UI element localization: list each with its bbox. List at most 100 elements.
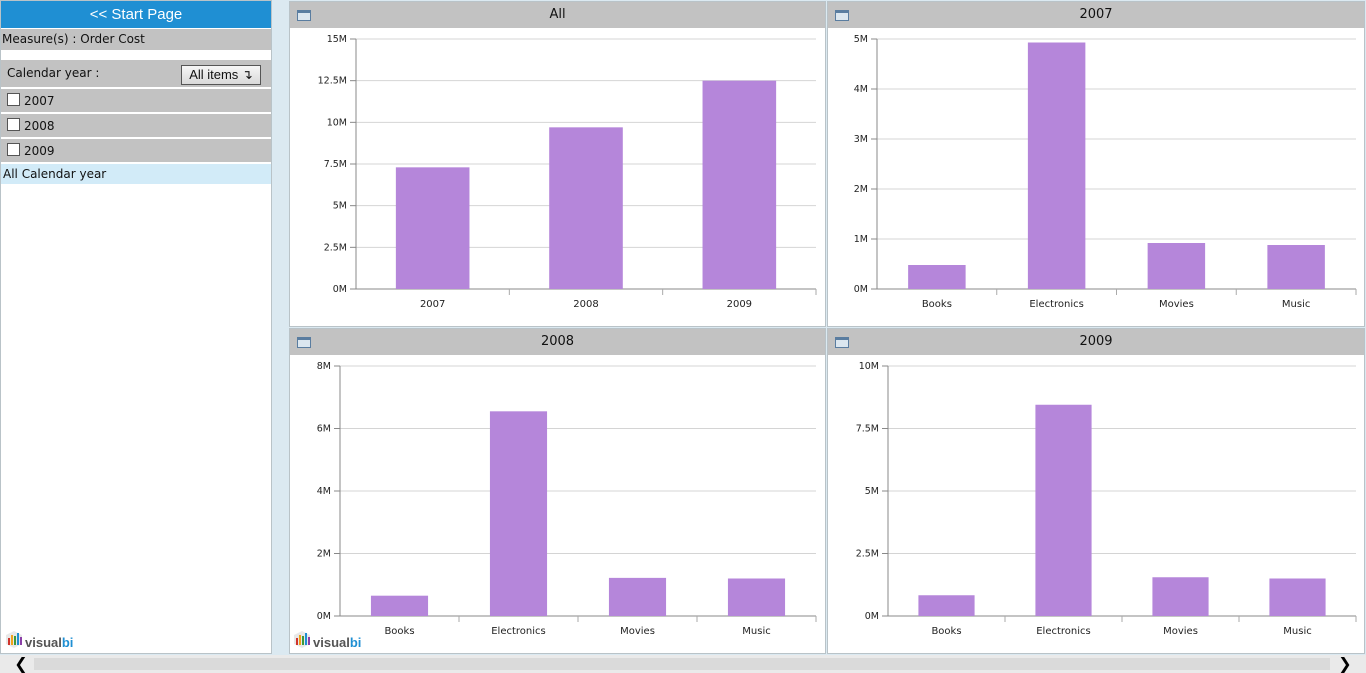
all-items-button[interactable]: All items ↴: [181, 65, 261, 85]
x-tick-label: Movies: [1163, 626, 1198, 637]
bar[interactable]: [1267, 245, 1325, 289]
y-tick-label: 8M: [317, 361, 331, 372]
y-tick-label: 10M: [327, 117, 347, 128]
window-icon[interactable]: [835, 10, 849, 21]
logo-mark-icon: [294, 631, 310, 648]
scroll-thumb[interactable]: [34, 658, 1330, 670]
bar-chart-2007: 0M 1M 2M 3M 4M 5M Books Electronics Movies Music: [854, 34, 1357, 310]
bar[interactable]: [608, 577, 667, 616]
logo-mark-icon: [6, 631, 22, 648]
year-item-2007[interactable]: 2007: [1, 89, 271, 112]
year-checkbox[interactable]: [7, 93, 20, 106]
y-tick-label: 1M: [854, 234, 868, 245]
panel-header: 2007: [828, 2, 1364, 28]
x-tick-label: Books: [922, 299, 952, 310]
chart-panel-2007: 2007 0M 1M 2M 3M 4M 5M Books Electronics Movies M…: [827, 1, 1365, 327]
y-tick-label: 10M: [859, 361, 879, 372]
y-tick-label: 0M: [333, 284, 347, 295]
year-checkbox[interactable]: [7, 143, 20, 156]
year-item-2009[interactable]: 2009: [1, 139, 271, 162]
horizontal-scrollbar[interactable]: ❮ ❯: [0, 655, 1366, 673]
logo-text: visualbi: [25, 635, 74, 650]
year-label: 2008: [24, 119, 55, 133]
y-tick-label: 15M: [327, 34, 347, 45]
spacer: [1, 50, 271, 60]
x-tick-label: 2008: [573, 299, 598, 310]
y-tick-label: 2.5M: [856, 549, 879, 560]
panel-title: 2008: [540, 334, 575, 349]
panel-header: All: [290, 2, 825, 28]
y-tick-label: 0M: [317, 611, 331, 622]
x-tick-label: Books: [931, 626, 961, 637]
window-icon[interactable]: [835, 337, 849, 348]
all-calendar-year-item[interactable]: All Calendar year: [1, 164, 271, 184]
year-label: 2009: [24, 144, 55, 158]
x-tick-label: Music: [742, 626, 770, 637]
bar[interactable]: [918, 595, 975, 616]
x-tick-label: Electronics: [491, 626, 546, 637]
scroll-left-icon[interactable]: ❮: [14, 654, 28, 673]
bar[interactable]: [727, 578, 786, 617]
x-tick-label: Electronics: [1036, 626, 1091, 637]
bar-chart-2008: 0M 2M 4M 6M 8M Books Electronics Movies Music: [317, 361, 817, 637]
y-tick-label: 5M: [333, 201, 347, 212]
year-checkbox[interactable]: [7, 118, 20, 131]
y-tick-label: 12.5M: [318, 76, 347, 87]
panel-title: All: [549, 7, 566, 22]
y-tick-label: 6M: [317, 424, 331, 435]
logo-text: visualbi: [313, 635, 362, 650]
y-tick-label: 4M: [854, 84, 868, 95]
x-tick-label: Electronics: [1029, 299, 1084, 310]
year-item-2008[interactable]: 2008: [1, 114, 271, 137]
y-tick-label: 5M: [854, 34, 868, 45]
measure-label: Measure(s) : Order Cost: [1, 29, 271, 50]
window-icon[interactable]: [297, 337, 311, 348]
bar[interactable]: [1152, 577, 1209, 616]
year-label: 2007: [24, 94, 55, 108]
y-tick-label: 2.5M: [324, 242, 347, 253]
bar[interactable]: [489, 411, 548, 616]
bar-chart-2009: 0M 2.5M 5M 7.5M 10M Books Electronics Movies Mus…: [856, 361, 1357, 637]
window-icon[interactable]: [297, 10, 311, 21]
y-tick-label: 7.5M: [856, 424, 879, 435]
bar[interactable]: [1147, 243, 1206, 289]
visualbi-logo: visualbi: [292, 629, 361, 649]
chart-panel-all: All 0M 2.5M 5M 7.5M 10M 12.5M 15M 2007 2008 2009: [289, 1, 826, 327]
bar[interactable]: [549, 127, 623, 289]
y-tick-label: 0M: [865, 611, 879, 622]
panel-title: 2009: [1079, 334, 1113, 349]
bar[interactable]: [1269, 578, 1326, 617]
y-tick-label: 4M: [317, 486, 331, 497]
y-tick-label: 2M: [317, 549, 331, 560]
bar[interactable]: [1027, 42, 1086, 290]
y-tick-label: 5M: [865, 486, 879, 497]
y-tick-label: 2M: [854, 184, 868, 195]
y-tick-label: 0M: [854, 284, 868, 295]
x-tick-label: Music: [1282, 299, 1310, 310]
x-tick-label: Music: [1283, 626, 1311, 637]
bar[interactable]: [395, 167, 470, 289]
panel-header: 2008: [290, 329, 825, 355]
bar[interactable]: [702, 80, 777, 289]
visualbi-logo: visualbi: [4, 629, 73, 649]
calendar-year-label: Calendar year :: [7, 66, 100, 80]
filter-sidebar: << Start Page Measure(s) : Order Cost Ca…: [0, 0, 272, 654]
x-tick-label: 2009: [727, 299, 752, 310]
y-tick-label: 7.5M: [324, 159, 347, 170]
y-tick-label: 3M: [854, 134, 868, 145]
chart-panel-2008: 2008 0M 2M 4M 6M 8M Books Electronics Movies Mus…: [289, 328, 826, 654]
bar-chart-all: 0M 2.5M 5M 7.5M 10M 12.5M 15M 2007 2008 2009: [318, 34, 817, 310]
x-tick-label: Books: [384, 626, 414, 637]
start-page-button[interactable]: << Start Page: [1, 1, 271, 28]
x-tick-label: 2007: [420, 299, 445, 310]
calendar-year-filter: Calendar year : All items ↴: [1, 60, 271, 87]
chart-panel-2009: 2009 0M 2.5M 5M 7.5M 10M Books Electronics Movi…: [827, 328, 1365, 654]
x-tick-label: Movies: [1159, 299, 1194, 310]
panel-title: 2007: [1079, 7, 1113, 22]
panel-header: 2009: [828, 329, 1364, 355]
bar[interactable]: [370, 595, 429, 616]
bar[interactable]: [908, 265, 966, 289]
scroll-right-icon[interactable]: ❯: [1338, 654, 1352, 673]
bar[interactable]: [1035, 404, 1092, 616]
x-tick-label: Movies: [620, 626, 655, 637]
